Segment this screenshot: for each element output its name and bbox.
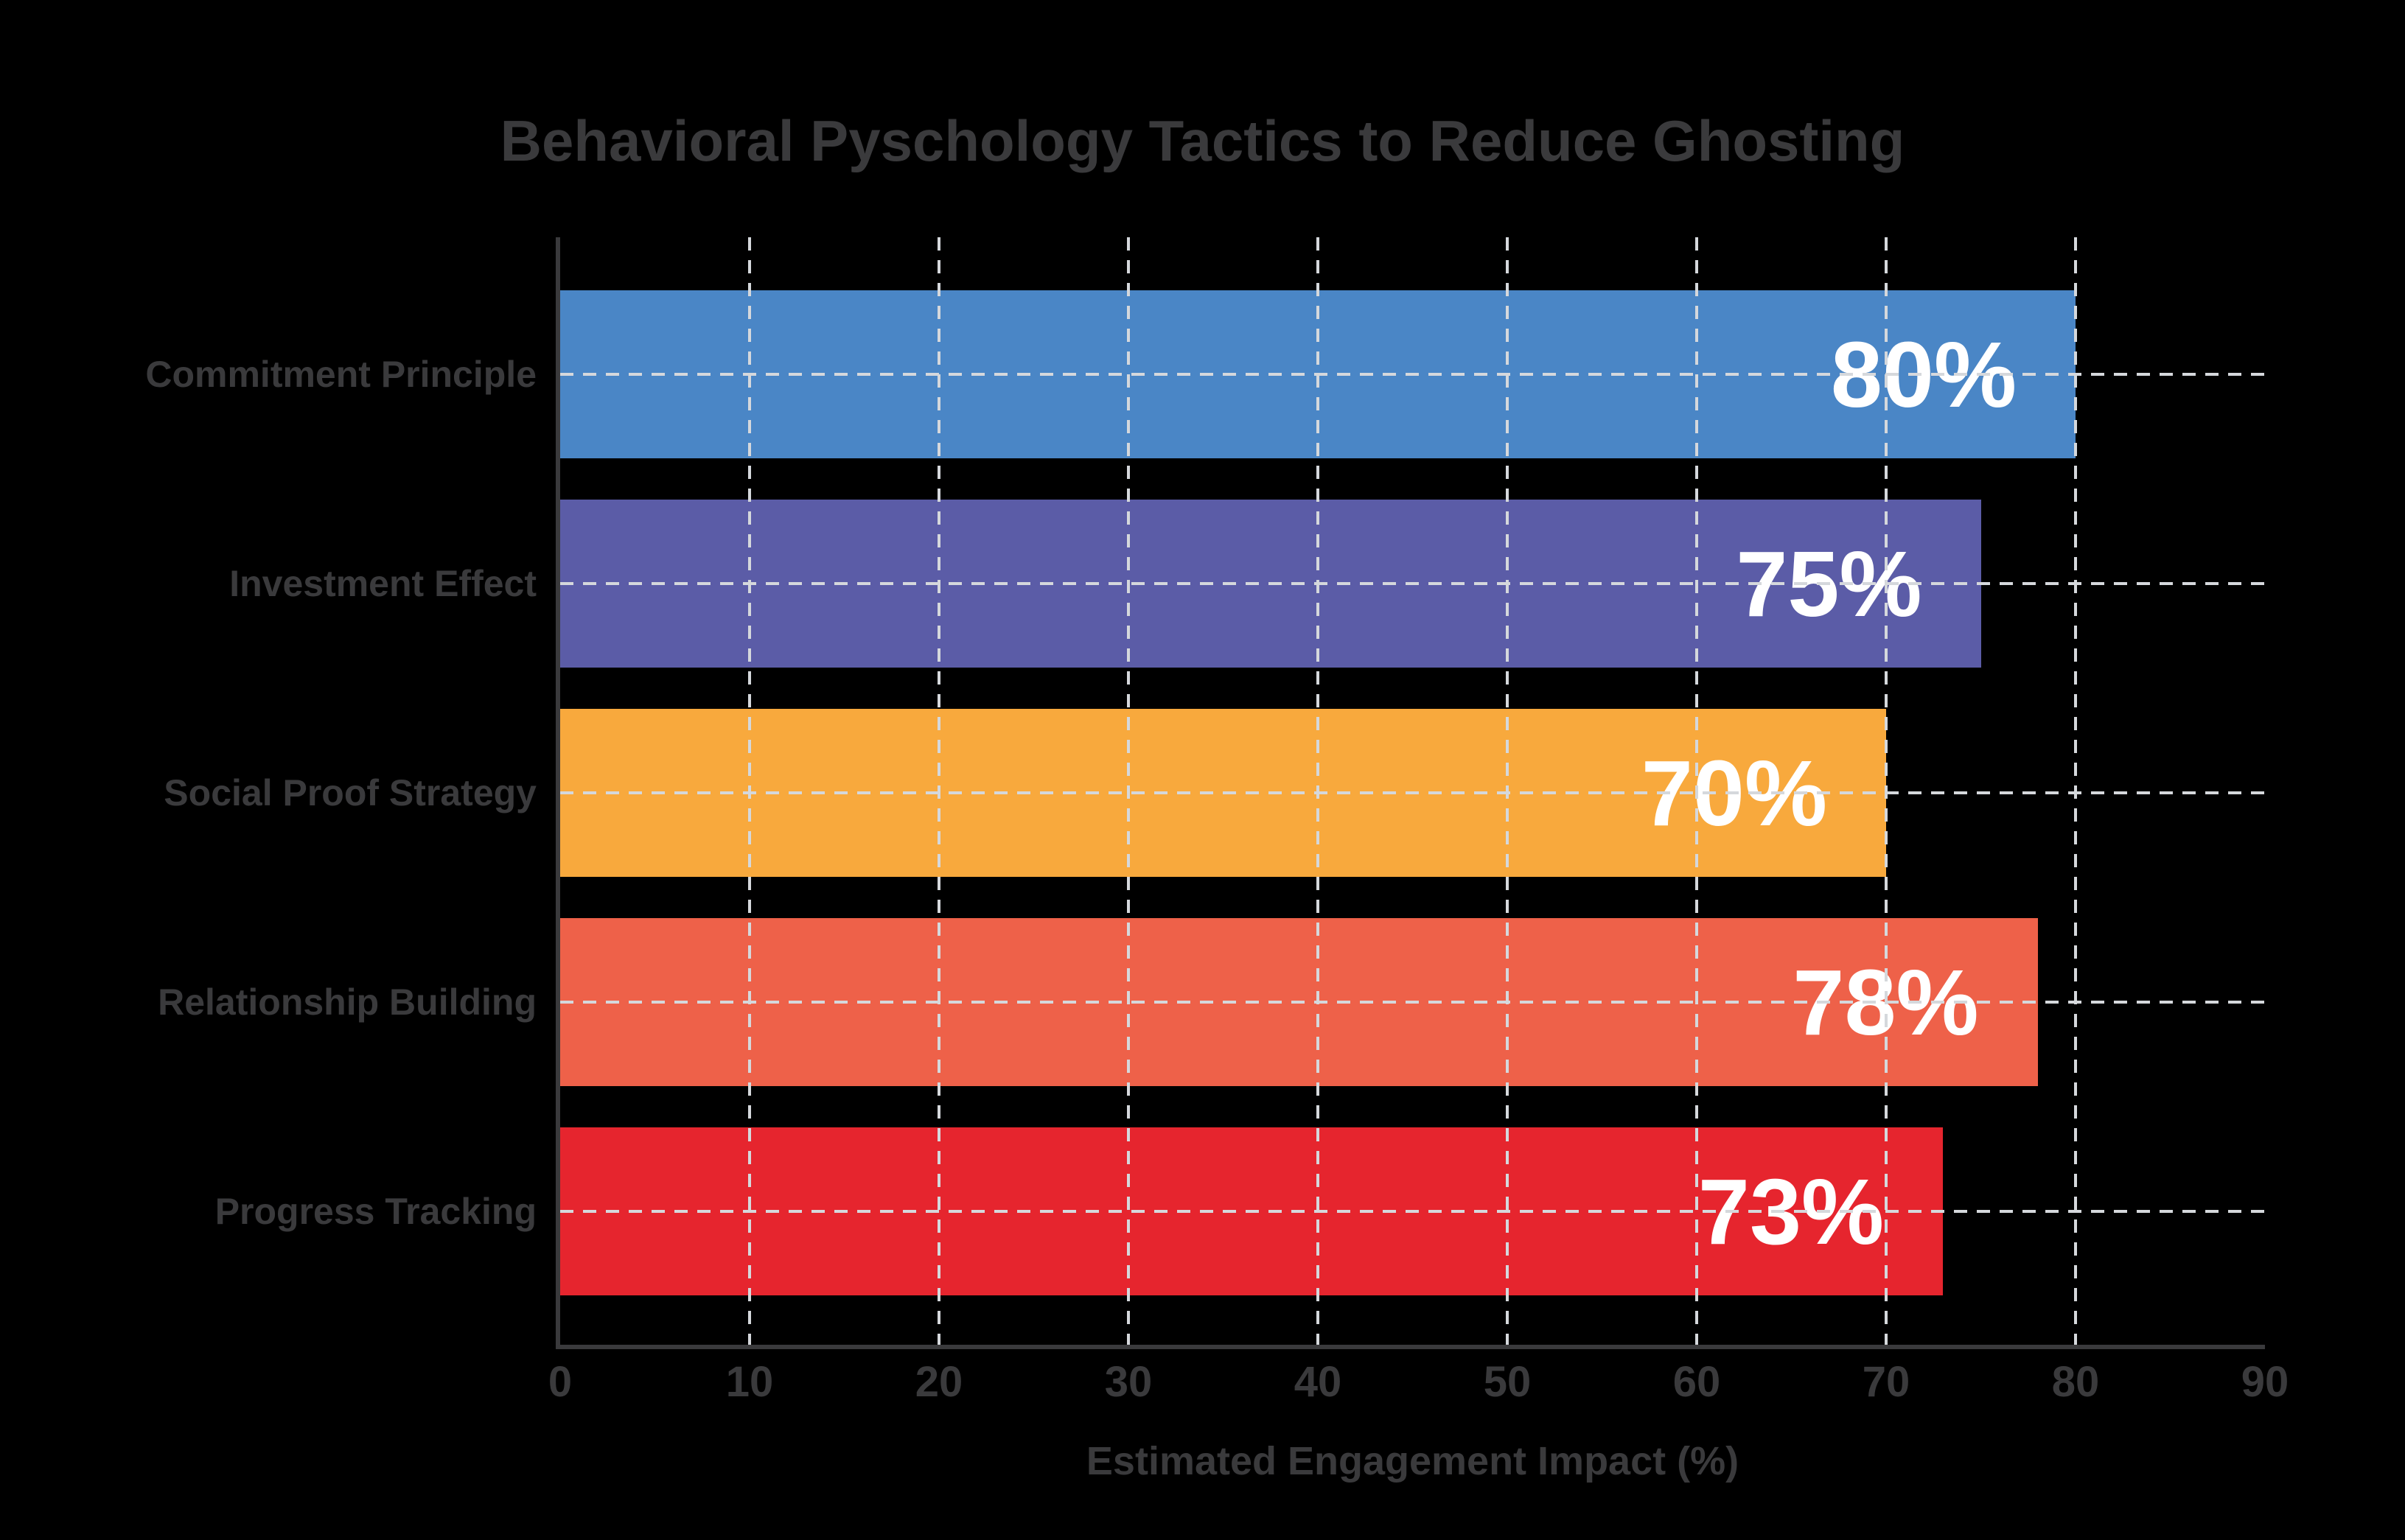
plot-area: 80%75%70%78%73%	[556, 237, 2267, 1349]
x-tick-label-30: 30	[1104, 1358, 1153, 1406]
gridline-horizontal-relationship-building	[560, 1001, 2267, 1004]
gridline-vertical-60	[1695, 237, 1698, 1345]
y-axis-line	[556, 237, 560, 1349]
category-label-investment-effect: Investment Effect	[229, 563, 537, 604]
x-tick-label-80: 80	[2051, 1358, 2100, 1406]
gridline-vertical-80	[2074, 237, 2077, 1345]
gridline-vertical-40	[1316, 237, 1319, 1345]
x-axis-line	[556, 1345, 2265, 1349]
x-axis-label: Estimated Engagement Impact (%)	[1086, 1439, 1739, 1483]
category-label-progress-tracking: Progress Tracking	[214, 1191, 537, 1232]
gridline-vertical-30	[1127, 237, 1130, 1345]
gridline-vertical-50	[1506, 237, 1509, 1345]
x-tick-label-10: 10	[725, 1358, 774, 1406]
category-label-relationship-building: Relationship Building	[158, 981, 537, 1023]
x-tick-label-70: 70	[1862, 1358, 1910, 1406]
gridline-horizontal-progress-tracking	[560, 1210, 2267, 1213]
x-tick-label-60: 60	[1672, 1358, 1721, 1406]
category-label-social-proof-strategy: Social Proof Strategy	[164, 772, 537, 813]
category-label-commitment-principle: Commitment Principle	[145, 354, 537, 395]
gridline-vertical-70	[1885, 237, 1888, 1345]
gridline-vertical-10	[748, 237, 751, 1345]
x-tick-label-90: 90	[2241, 1358, 2289, 1406]
x-tick-label-20: 20	[915, 1358, 963, 1406]
x-tick-label-50: 50	[1483, 1358, 1532, 1406]
gridline-horizontal-commitment-principle	[560, 373, 2267, 376]
x-tick-label-0: 0	[548, 1358, 573, 1406]
x-tick-label-40: 40	[1294, 1358, 1342, 1406]
gridline-horizontal-investment-effect	[560, 582, 2267, 585]
gridline-horizontal-social-proof-strategy	[560, 791, 2267, 794]
gridline-vertical-20	[938, 237, 940, 1345]
chart-title: Behavioral Pyschology Tactics to Reduce …	[500, 108, 1905, 173]
